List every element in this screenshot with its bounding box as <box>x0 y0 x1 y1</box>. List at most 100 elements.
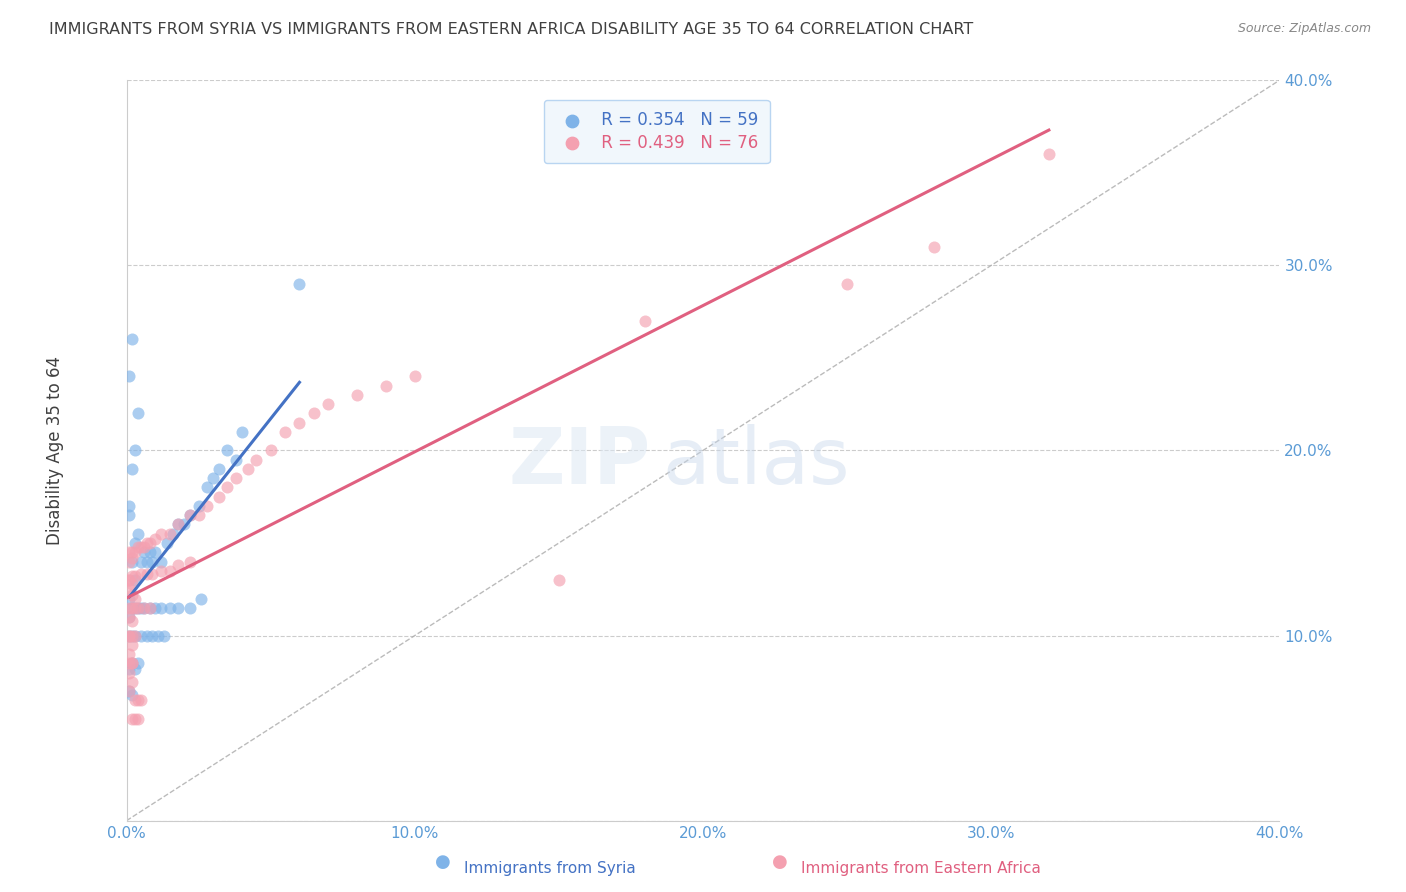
Point <box>179 600 201 615</box>
Point <box>118 610 141 624</box>
Point <box>118 684 141 698</box>
Point <box>118 573 141 587</box>
Point <box>135 554 157 569</box>
Point <box>118 600 141 615</box>
Point <box>127 540 149 554</box>
Point <box>138 600 160 615</box>
Point <box>835 277 858 291</box>
Point <box>922 240 945 254</box>
Point <box>190 591 212 606</box>
Point <box>124 662 146 676</box>
Point <box>141 628 163 642</box>
Point <box>118 499 141 513</box>
Point <box>208 462 231 476</box>
Point <box>121 588 143 602</box>
Point <box>135 628 157 642</box>
Point <box>138 545 160 559</box>
Point <box>195 481 218 495</box>
Text: ●: ● <box>772 854 789 871</box>
Point <box>225 471 247 485</box>
Point <box>179 508 201 523</box>
Point <box>124 545 146 559</box>
Point <box>127 600 149 615</box>
Point <box>162 526 184 541</box>
Point <box>121 614 143 628</box>
Point <box>121 554 143 569</box>
Legend:  R = 0.354   N = 59,  R = 0.439   N = 76: R = 0.354 N = 59, R = 0.439 N = 76 <box>544 100 769 163</box>
Point <box>141 567 163 582</box>
Point <box>145 533 166 547</box>
Point <box>118 628 141 642</box>
Point <box>124 443 146 458</box>
Point <box>167 517 190 532</box>
Point <box>288 416 311 430</box>
Point <box>156 536 179 550</box>
Point <box>138 600 160 615</box>
Point <box>118 628 141 642</box>
Point <box>124 569 146 583</box>
Point <box>124 628 146 642</box>
Point <box>202 471 225 485</box>
Point <box>121 688 143 702</box>
Point <box>118 573 141 587</box>
Point <box>145 545 166 559</box>
Point <box>187 499 209 513</box>
Text: ZIP: ZIP <box>509 424 651 500</box>
Point <box>118 591 141 606</box>
Point <box>121 576 143 591</box>
Point <box>148 628 170 642</box>
Point <box>129 567 152 582</box>
Point <box>127 693 149 707</box>
Text: Source: ZipAtlas.com: Source: ZipAtlas.com <box>1237 22 1371 36</box>
Point <box>121 550 143 565</box>
Point <box>217 443 239 458</box>
Point <box>127 657 149 671</box>
Text: Immigrants from Eastern Africa: Immigrants from Eastern Africa <box>801 861 1042 876</box>
Point <box>121 545 143 559</box>
Point <box>124 712 146 726</box>
Point <box>179 508 201 523</box>
Point <box>127 407 149 421</box>
Point <box>150 564 173 578</box>
Point <box>121 462 143 476</box>
Point <box>208 490 231 504</box>
Point <box>129 600 152 615</box>
Text: ●: ● <box>434 854 451 871</box>
Point <box>132 600 155 615</box>
Point <box>1038 147 1060 161</box>
Point <box>132 545 155 559</box>
Point <box>118 554 141 569</box>
Point <box>236 462 259 476</box>
Point <box>167 517 190 532</box>
Point <box>121 657 143 671</box>
Point <box>118 610 141 624</box>
Point <box>374 378 398 392</box>
Point <box>138 536 160 550</box>
Point <box>159 564 181 578</box>
Point <box>118 647 141 661</box>
Point <box>121 600 143 615</box>
Point <box>217 481 239 495</box>
Point <box>245 452 267 467</box>
Point <box>124 591 146 606</box>
Point <box>404 369 426 384</box>
Point <box>129 540 152 554</box>
Point <box>124 600 146 615</box>
Point <box>150 526 173 541</box>
Point <box>167 558 190 573</box>
Point <box>225 452 247 467</box>
Point <box>124 693 146 707</box>
Point <box>118 665 141 680</box>
Point <box>302 407 325 421</box>
Point <box>548 573 571 587</box>
Point <box>346 388 368 402</box>
Text: atlas: atlas <box>662 424 851 500</box>
Point <box>132 600 155 615</box>
Point <box>153 628 176 642</box>
Point <box>121 674 143 689</box>
Point <box>118 582 141 597</box>
Point <box>159 526 181 541</box>
Point <box>259 443 281 458</box>
Point <box>187 508 209 523</box>
Point <box>132 540 155 554</box>
